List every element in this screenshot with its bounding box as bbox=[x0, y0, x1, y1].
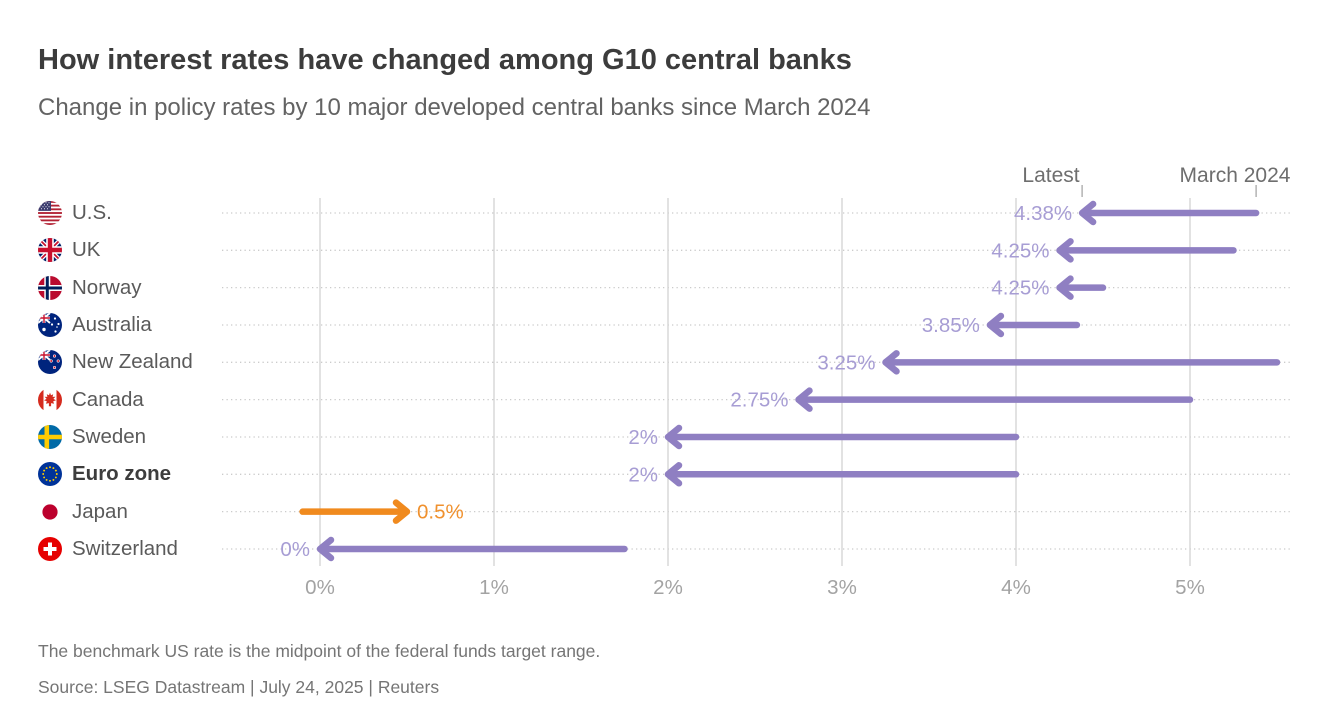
chart-plot-area: 0% 1% 2% 3% 4% 5% 4.38% 4.25% 4.25% 3.85% 3.25% 2.7… bbox=[222, 185, 1290, 599]
rate-change-arrow-head bbox=[1078, 200, 1097, 226]
value-label: 4.38% bbox=[1014, 202, 1072, 225]
row-norway: Norway bbox=[38, 275, 142, 301]
source-line: Source: LSEG Datastream | July 24, 2025 … bbox=[38, 677, 440, 697]
row-canada: Canada bbox=[38, 387, 144, 413]
country-label: Switzerland bbox=[72, 536, 178, 560]
x-axis-tick-label: 5% bbox=[1175, 576, 1205, 599]
value-label: 3.25% bbox=[817, 351, 875, 374]
rate-change-arrow-head bbox=[392, 499, 411, 524]
row-sweden: Sweden bbox=[38, 424, 146, 450]
flag-nz-icon bbox=[38, 350, 62, 375]
flag-jp-icon bbox=[38, 499, 62, 524]
row-switzerland: Switzerland bbox=[38, 536, 178, 562]
value-label: 2% bbox=[628, 463, 658, 486]
rate-change-arrow-head bbox=[316, 536, 335, 562]
row-euro-zone: Euro zone bbox=[38, 461, 171, 487]
row-australia: Australia bbox=[38, 312, 152, 338]
rate-change-arrow-head bbox=[664, 424, 683, 450]
value-label: 3.85% bbox=[922, 314, 980, 337]
flag-no-icon bbox=[38, 275, 62, 300]
x-axis-tick-label: 0% bbox=[305, 576, 335, 599]
flag-eu-icon bbox=[38, 462, 62, 487]
country-label: Canada bbox=[72, 387, 144, 411]
annotation-march-2024: March 2024 bbox=[1179, 164, 1291, 187]
value-label: 4.25% bbox=[991, 277, 1049, 300]
rate-change-arrow-head bbox=[795, 387, 813, 412]
row-us: U.S. bbox=[38, 200, 112, 226]
value-label: 0.5% bbox=[417, 501, 464, 524]
country-label: U.S. bbox=[72, 201, 112, 224]
country-label: Sweden bbox=[72, 424, 147, 448]
rate-change-arrow-head bbox=[664, 462, 683, 487]
value-label: 2% bbox=[628, 426, 658, 449]
value-label: 0% bbox=[280, 538, 310, 561]
chart-subtitle: Change in policy rates by 10 major devel… bbox=[38, 94, 871, 121]
x-axis-tick-label: 1% bbox=[479, 576, 509, 599]
flag-ca-icon bbox=[38, 387, 62, 412]
x-axis-tick-label: 2% bbox=[653, 576, 683, 599]
annotation-latest: Latest bbox=[1022, 164, 1080, 187]
value-label: 2.75% bbox=[730, 389, 788, 412]
chart-title: How interest rates have changed among G1… bbox=[38, 44, 852, 76]
value-label: 4.25% bbox=[991, 239, 1049, 262]
country-label: Australia bbox=[72, 312, 152, 336]
rate-change-arrow-head bbox=[882, 350, 900, 375]
country-label: New Zealand bbox=[72, 350, 193, 374]
country-label: Euro zone bbox=[72, 462, 172, 486]
row-new-zealand: New Zealand bbox=[38, 349, 193, 375]
x-axis-tick-label: 4% bbox=[1001, 576, 1031, 599]
flag-se-icon bbox=[38, 424, 62, 449]
flag-us-icon bbox=[38, 201, 62, 225]
rate-change-arrow-head bbox=[1056, 275, 1074, 300]
flag-uk-icon bbox=[38, 238, 62, 263]
country-label: Japan bbox=[72, 499, 128, 523]
flag-ch-icon bbox=[38, 536, 62, 561]
rate-change-arrow-head bbox=[1056, 238, 1074, 263]
country-label: UK bbox=[72, 238, 101, 262]
footnote: The benchmark US rate is the midpoint of… bbox=[38, 641, 601, 661]
x-axis-tick-label: 3% bbox=[827, 576, 857, 599]
row-japan: Japan bbox=[38, 499, 128, 525]
country-label: Norway bbox=[72, 275, 142, 299]
flag-au-icon bbox=[38, 312, 62, 337]
rate-change-arrow-head bbox=[986, 312, 1005, 338]
row-uk: UK bbox=[38, 237, 100, 263]
